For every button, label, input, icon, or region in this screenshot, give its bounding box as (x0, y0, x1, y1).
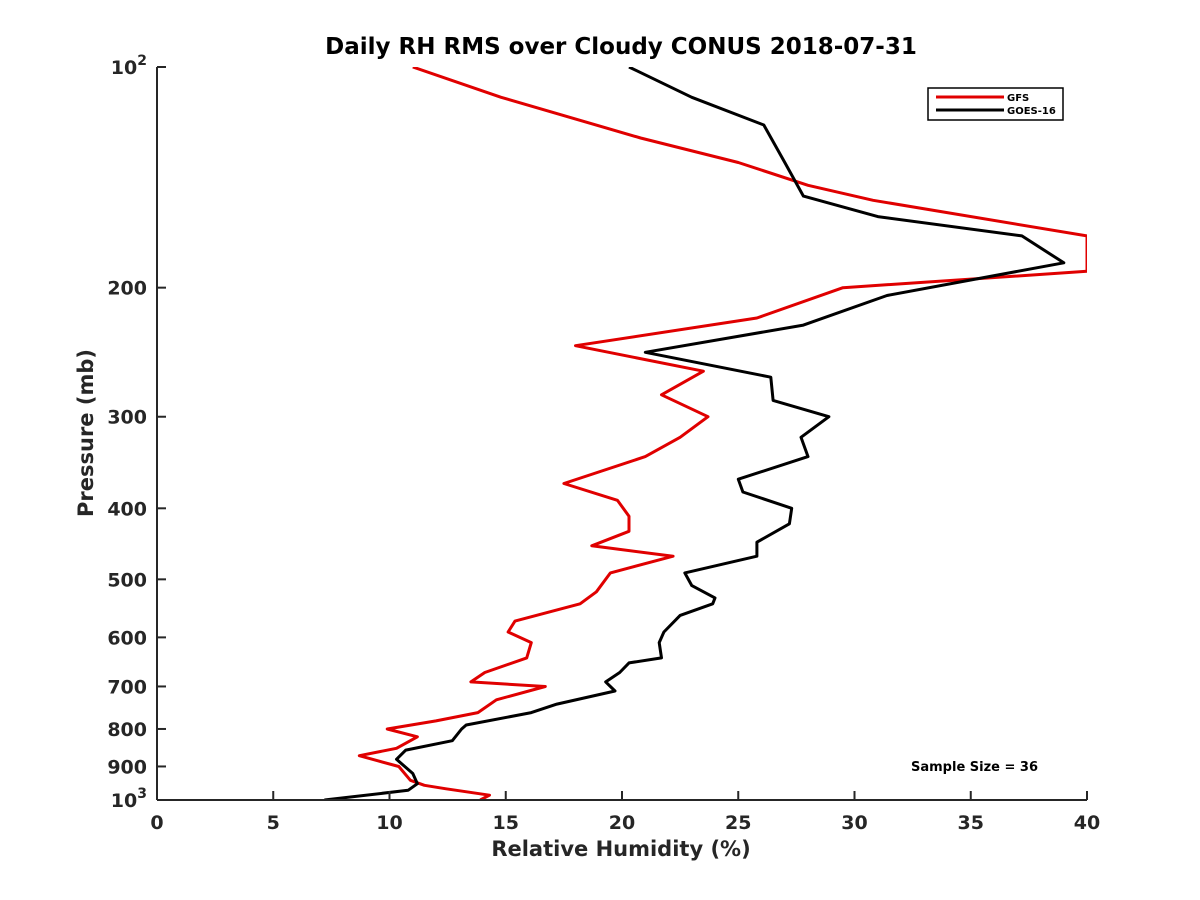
y-tick-label: 102 (111, 53, 147, 79)
sample-size-annotation: Sample Size = 36 (911, 760, 1038, 775)
legend: GFS GOES-16 (927, 87, 1064, 121)
y-tick-label: 200 (107, 278, 147, 300)
x-tick-label: 10 (376, 812, 402, 834)
x-axis-title: Relative Humidity (%) (491, 837, 750, 861)
y-tick-label: 300 (107, 407, 147, 429)
series-line-goes16 (324, 67, 1066, 800)
legend-label-goes16: GOES-16 (1007, 106, 1056, 117)
y-tick-label: 400 (107, 498, 147, 520)
x-tick-label: 15 (493, 812, 519, 834)
x-ticks: 0 5 10 15 20 25 30 35 40 (150, 791, 1100, 834)
x-tick-label: 35 (958, 812, 984, 834)
plot-area: 0 5 10 15 20 25 30 35 40 102 200 300 400 500 600 700 80… (107, 53, 1100, 834)
y-tick-label: 600 (107, 627, 147, 649)
x-tick-label: 5 (267, 812, 280, 834)
x-tick-label: 0 (150, 812, 163, 834)
chart-title: Daily RH RMS over Cloudy CONUS 2018-07-3… (325, 34, 917, 60)
x-tick-label: 25 (725, 812, 751, 834)
y-tick-label: 700 (107, 676, 147, 698)
y-ticks: 102 200 300 400 500 600 700 800 900 103 (107, 53, 166, 812)
x-tick-label: 20 (609, 812, 635, 834)
series-group (324, 67, 1087, 800)
y-tick-label: 500 (107, 569, 147, 591)
legend-box (927, 87, 1064, 121)
x-tick-label: 40 (1074, 812, 1100, 834)
y-tick-label: 800 (107, 719, 147, 741)
x-tick-label: 30 (841, 812, 867, 834)
y-tick-label: 900 (107, 756, 147, 778)
legend-label-gfs: GFS (1007, 93, 1029, 104)
y-tick-label: 103 (111, 786, 147, 812)
series-line-gfs (357, 67, 1087, 800)
y-axis-title: Pressure (mb) (74, 349, 98, 517)
